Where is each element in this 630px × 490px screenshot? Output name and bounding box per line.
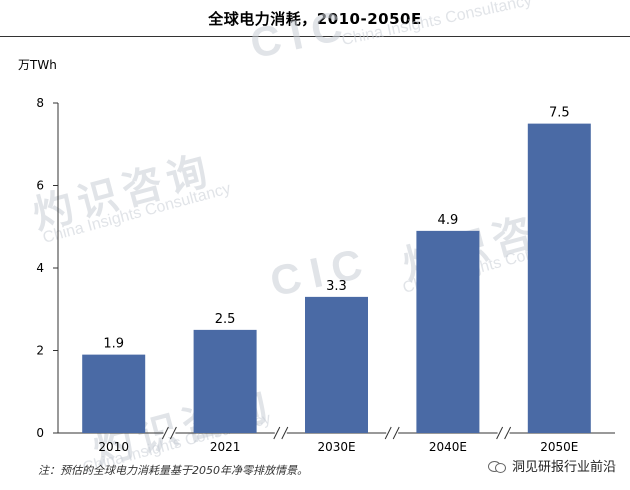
- wechat-icon: [487, 459, 506, 473]
- bar: [305, 296, 368, 433]
- title-divider: [0, 36, 630, 37]
- data-label: 1.9: [103, 337, 124, 352]
- x-tick-label: 2040E: [429, 440, 467, 454]
- brand-badge: 洞见研报行业前沿: [487, 456, 616, 475]
- axis-break-mark: [392, 426, 400, 440]
- bar: [416, 230, 480, 433]
- data-label: 2.5: [215, 312, 236, 327]
- y-tick-label: 4: [36, 261, 44, 275]
- axis-break-mark: [281, 426, 289, 440]
- y-tick-label: 2: [36, 344, 44, 358]
- y-tick-label: 6: [36, 179, 44, 193]
- bar: [527, 123, 591, 433]
- x-tick-label: 2021: [210, 440, 241, 454]
- bar: [82, 354, 146, 433]
- axis-break-gap: [274, 429, 287, 437]
- bar: [193, 329, 257, 433]
- axis-break-mark: [273, 426, 281, 440]
- y-tick-label: 8: [36, 96, 44, 110]
- data-label: 7.5: [549, 106, 570, 121]
- axis-break-gap: [497, 429, 510, 437]
- chart-title: 全球电力消耗，2010-2050E: [208, 10, 422, 28]
- y-axis-unit: 万TWh: [18, 58, 57, 72]
- brand-label: 洞见研报行业前沿: [511, 460, 616, 475]
- data-label: 4.9: [438, 213, 459, 228]
- footnote: 注：预估的全球电力消耗量基于2050年净零排放情景。: [38, 464, 308, 477]
- axis-break-gap: [386, 429, 399, 437]
- data-label: 3.3: [326, 279, 347, 294]
- axis-break-gap: [163, 429, 176, 437]
- axis-break-mark: [161, 426, 169, 440]
- y-tick-label: 0: [36, 426, 44, 440]
- x-tick-label: 2010: [98, 440, 129, 454]
- x-tick-label: 2030E: [317, 440, 355, 454]
- axis-break-mark: [496, 426, 504, 440]
- axis-break-mark: [384, 426, 392, 440]
- x-tick-label: 2050E: [540, 440, 578, 454]
- axis-break-mark: [169, 426, 177, 440]
- axis-break-mark: [504, 426, 512, 440]
